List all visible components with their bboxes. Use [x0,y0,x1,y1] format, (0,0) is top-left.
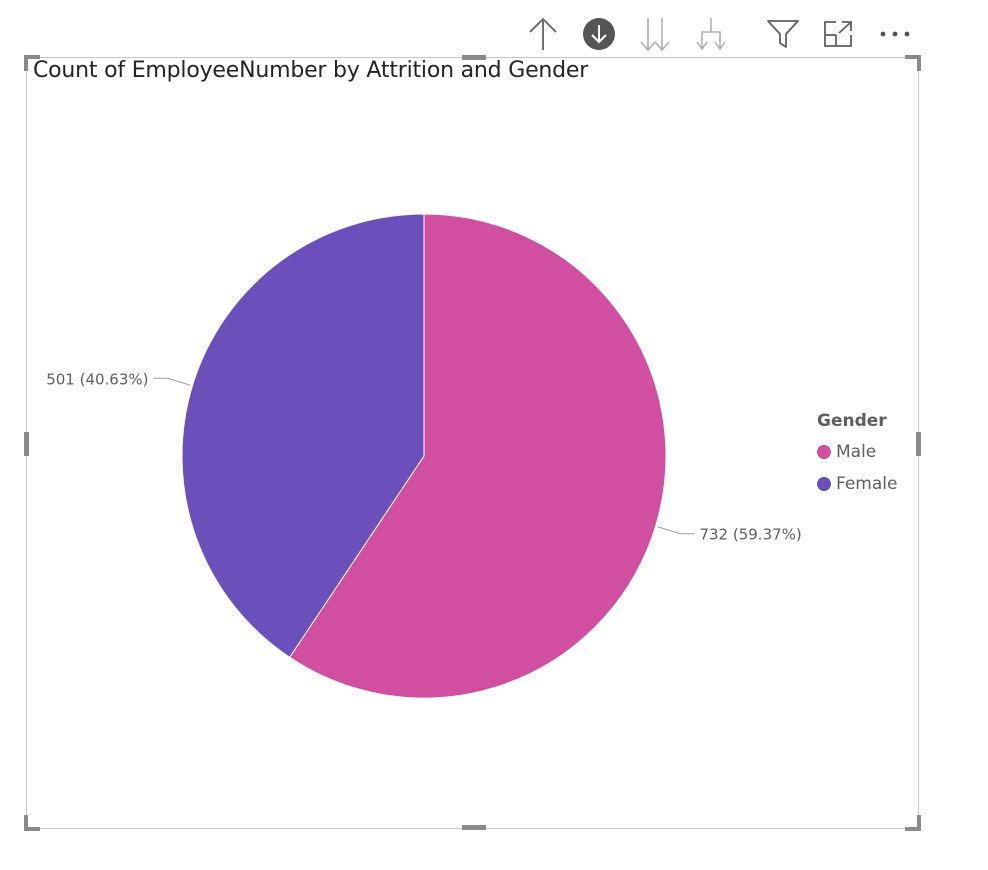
legend-title: Gender [817,411,887,431]
resize-handle-top-right[interactable] [905,55,921,71]
legend-label-female: Female [836,474,898,494]
legend-item-male[interactable]: Male [817,433,897,471]
resize-handle-bottom-left[interactable] [24,815,40,831]
resize-handle-left[interactable] [24,432,29,456]
next-level-button[interactable] [635,14,675,54]
pie-slice-female[interactable] [181,213,425,658]
data-label-female: 501 (40.63%) [46,370,148,388]
legend-label-male: Male [836,442,877,462]
data-label-male: 732 (59.37%) [699,526,801,544]
drill-up-button[interactable] [523,14,563,54]
focus-mode-button[interactable] [818,14,858,54]
expand-hierarchy-icon [696,18,726,51]
legend-marker-male [817,445,831,459]
resize-handle-right[interactable] [916,432,921,456]
resize-handle-top-left[interactable] [24,55,40,71]
visual-header-toolbar [520,14,920,54]
more-options-button[interactable] [875,14,915,54]
leader-line-male [657,526,695,535]
legend-item-female[interactable]: Female [817,465,897,503]
drill-up-icon [529,17,557,50]
drill-down-toggle-button[interactable] [579,14,619,54]
pie-slice-male[interactable] [288,213,667,699]
leader-line-female [153,377,191,386]
legend: Gender Male Female [817,411,897,503]
expand-hierarchy-button[interactable] [691,14,731,54]
resize-handle-bottom-right[interactable] [905,815,921,831]
filter-icon [767,20,799,48]
drill-down-on-icon [583,18,615,50]
more-options-icon [880,31,910,37]
chart-title: Count of EmployeeNumber by Attrition and… [33,58,589,83]
focus-mode-icon [824,21,852,47]
resize-handle-top[interactable] [462,55,486,60]
next-level-icon [640,18,670,52]
filter-button[interactable] [763,14,803,54]
resize-handle-bottom[interactable] [462,825,486,830]
legend-marker-female [817,477,831,491]
